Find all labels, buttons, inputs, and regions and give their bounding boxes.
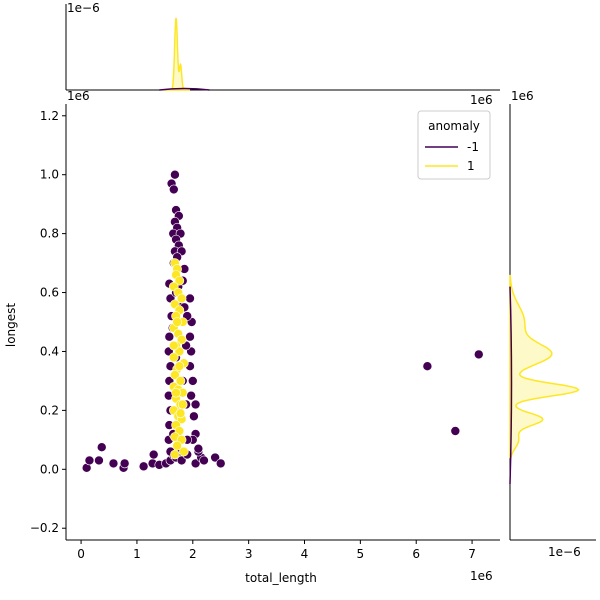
x-axis-ticks: 0 1 2 3 4 5 6 7 (77, 540, 476, 561)
scatter-point (177, 399, 188, 410)
scatter-point (175, 376, 186, 386)
x-offset-label: 1e6 (470, 569, 493, 583)
marginal-y-density-neg1 (509, 286, 513, 485)
y-tick-label: 0.6 (40, 286, 59, 300)
legend-title: anomaly (428, 119, 480, 133)
scatter-point (186, 390, 196, 401)
marginal-y-density (509, 274, 580, 459)
x-tick-label: 6 (412, 547, 420, 561)
legend: anomaly -1 1 (417, 110, 491, 180)
marginal-y-top-offset-label: 1e6 (511, 89, 534, 103)
scatter-point (190, 399, 201, 410)
scatter-point (172, 317, 182, 327)
scatter-point (179, 446, 189, 457)
x-tick-label: 3 (245, 547, 253, 561)
scatter-point (174, 361, 185, 371)
y-tick-label: 0.2 (40, 403, 59, 417)
scatter-point (199, 455, 209, 466)
scatter-point (119, 458, 130, 469)
scatter-point (170, 449, 180, 460)
scatter-point (450, 426, 461, 436)
scatter-point (422, 361, 433, 371)
scatter-point (170, 370, 180, 380)
scatter-point (94, 455, 104, 466)
scatter-point (169, 352, 179, 363)
scatter-point (185, 293, 195, 304)
x-axis-label: total_length (245, 571, 317, 585)
scatter-point (84, 455, 95, 466)
scatter-point (169, 340, 179, 351)
marginal-y-offset-label: 1e−6 (548, 545, 581, 559)
scatter-plot: 0 1 2 3 4 5 6 7 −0.2 0.0 0.2 0.4 0.6 0.8 1.0 1.2 total… (4, 89, 534, 585)
scatter-point (175, 408, 186, 419)
y-offset-label: 1e6 (67, 89, 90, 103)
marginal-y-plot: 1e−6 (509, 104, 596, 559)
scatter-point (185, 331, 195, 342)
scatter-point (215, 458, 226, 469)
scatter-point (176, 293, 187, 304)
scatter-points (81, 169, 484, 473)
scatter-point (176, 334, 187, 345)
x-tick-label: 7 (468, 547, 476, 561)
scatter-point (174, 346, 185, 357)
y-tick-label: 0.4 (40, 344, 59, 358)
y-tick-label: 0.8 (40, 227, 59, 241)
y-tick-label: 1.0 (40, 168, 59, 182)
scatter-point (473, 349, 484, 360)
scatter-point (108, 458, 119, 469)
scatter-point (170, 169, 180, 180)
marginal-x-density (162, 17, 190, 91)
x-tick-label: 2 (189, 547, 197, 561)
scatter-point (190, 458, 201, 469)
y-axis-label: longest (4, 303, 18, 348)
x-tick-label: 1 (133, 547, 141, 561)
scatter-point (172, 440, 182, 451)
scatter-point (174, 275, 185, 286)
y-tick-label: 0.0 (40, 462, 59, 476)
scatter-point (138, 461, 149, 472)
legend-box (417, 110, 491, 180)
x-tick-label: 4 (301, 547, 309, 561)
y-axis-ticks: −0.2 0.0 0.2 0.4 0.6 0.8 1.0 1.2 (30, 109, 66, 535)
legend-label-1: 1 (467, 159, 475, 173)
marginal-x-right-offset-label: 1e6 (470, 93, 493, 107)
x-tick-label: 0 (77, 547, 85, 561)
marginal-x-density-neg1 (159, 87, 210, 91)
scatter-point (96, 442, 107, 453)
legend-label-neg1: -1 (467, 140, 479, 154)
scatter-point (210, 452, 220, 463)
scatter-point (189, 411, 199, 422)
scatter-point (169, 184, 179, 195)
y-tick-label: 1.2 (40, 109, 59, 123)
scatter-point (176, 455, 187, 466)
marginal-x-plot: 1e−6 (65, 1, 500, 91)
y-tick-label: −0.2 (30, 521, 59, 535)
scatter-point (193, 443, 204, 454)
scatter-point (171, 387, 181, 398)
x-tick-label: 5 (357, 547, 365, 561)
scatter-point (148, 449, 159, 460)
scatter-point (187, 376, 198, 386)
marginal-x-offset-label: 1e−6 (67, 1, 100, 15)
scatter-point (164, 331, 175, 342)
